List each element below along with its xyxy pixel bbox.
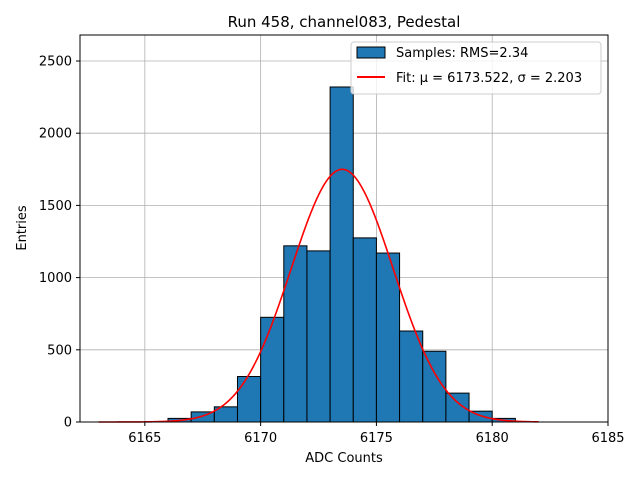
histogram-bar [329,86,354,423]
x-axis-ticks: 6165 6170 6175 6180 6185 [128,422,625,446]
axes-frame [79,34,609,423]
legend: Samples: RMS=2.34 Fit: μ = 6173.522, σ =… [350,41,602,95]
x-tick-label: 6180 [476,431,509,446]
x-tick-label: 6165 [128,431,161,446]
fit-curve [98,168,539,423]
histogram-bars [167,86,516,423]
y-tick-label: 2500 [39,54,72,69]
histogram-bar [260,316,285,423]
y-axis-label: Entries [15,205,30,251]
histogram-bar [399,330,424,423]
y-axis-ticks: 0 500 1000 1500 2000 2500 [39,54,80,431]
y-tick-label: 0 [64,416,72,431]
histogram-bar [236,376,262,423]
y-tick-label: 500 [47,343,72,358]
chart-title: Run 458, channel083, Pedestal [228,13,461,31]
y-tick-label: 1000 [39,271,72,286]
fit-curve-layer [98,168,539,423]
x-tick-label: 6175 [360,431,393,446]
y-tick-label: 1500 [39,199,72,214]
x-axis-label: ADC Counts [305,451,383,466]
legend-label-fit: Fit: μ = 6173.522, σ = 2.203 [396,71,582,86]
histogram-bar [306,250,331,423]
y-tick-label: 2000 [39,127,72,142]
legend-swatch-samples [356,46,386,59]
x-tick-label: 6170 [244,431,277,446]
x-tick-label: 6185 [591,431,624,446]
histogram-bar [283,245,308,423]
legend-label-samples: Samples: RMS=2.34 [396,46,528,61]
legend-box [350,41,602,95]
histogram-bar [352,237,377,423]
